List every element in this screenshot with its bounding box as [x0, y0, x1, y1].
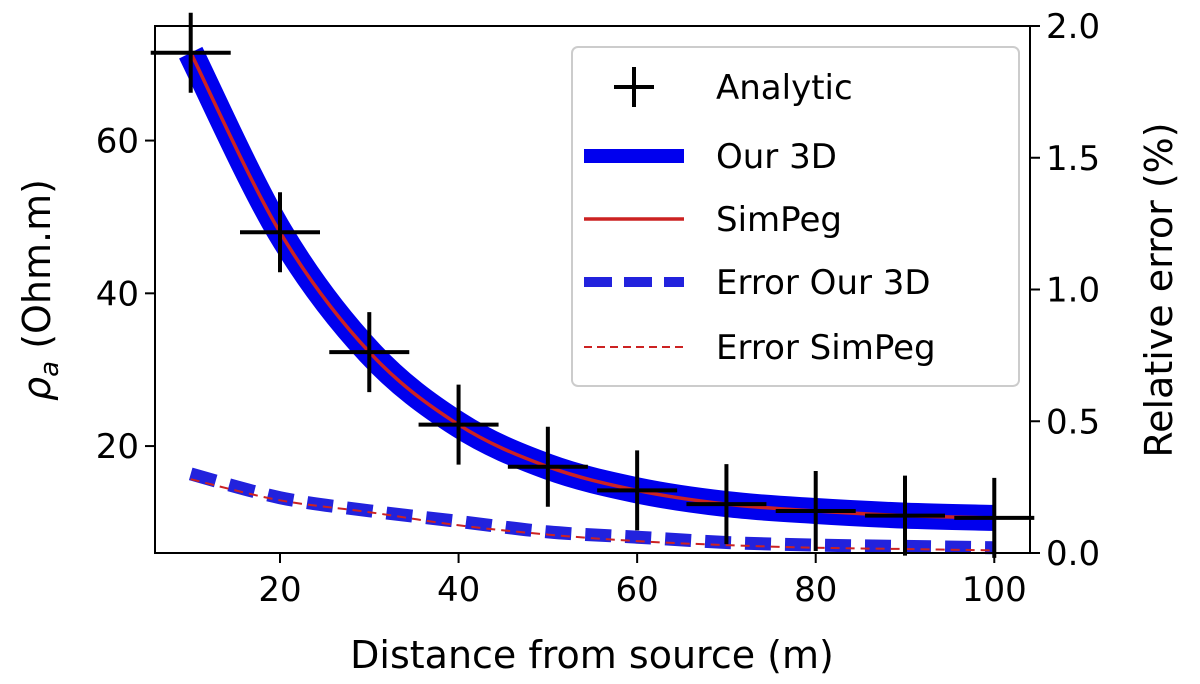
analytic-point: [597, 450, 678, 531]
analytic-point: [418, 384, 499, 465]
y2-tick-label: 1.0: [1046, 271, 1100, 311]
y-tick-label: 20: [96, 427, 139, 467]
y-tick-label: 40: [96, 274, 139, 314]
y-axis-label: ρa (Ohm.m): [15, 179, 65, 401]
analytic-point: [240, 192, 320, 273]
x-tick-label: 40: [437, 570, 480, 610]
legend: Analytic Our 3D SimPeg Error Our 3D Error Si…: [571, 46, 1020, 387]
legend-label: Analytic: [716, 68, 853, 108]
legend-label: Error Our 3D: [716, 263, 931, 303]
legend-item-analytic: Analytic: [614, 67, 853, 108]
legend-label: SimPeg: [716, 200, 842, 240]
series-line-error-our-3d: [189, 467, 995, 555]
y2-axis-label: Relative error (%): [1137, 122, 1181, 457]
analytic-point: [686, 464, 767, 545]
analytic-point: [954, 477, 1035, 558]
analytic-point: [329, 312, 410, 393]
legend-item-error-our-3d: Error Our 3D: [584, 263, 931, 303]
ticks-layer: 20 40 60 80 100 20 40 60 0.0 0.5 1.0 1.5 2.0: [96, 7, 1100, 610]
x-tick-label: 20: [258, 570, 301, 610]
y2-tick-label: 0.0: [1046, 534, 1100, 574]
x-tick-label: 100: [962, 570, 1027, 610]
legend-box: [571, 46, 1020, 387]
x-tick-label: 80: [794, 570, 837, 610]
analytic-point: [865, 475, 945, 556]
y2-tick-label: 0.5: [1046, 402, 1100, 442]
series-line-error-simpeg: [190, 478, 995, 552]
y2-tick-label: 2.0: [1046, 7, 1100, 47]
y2-tick-label: 1.5: [1046, 139, 1100, 179]
x-tick-label: 60: [616, 570, 659, 610]
y-tick-label: 60: [96, 122, 139, 162]
analytic-point: [507, 426, 588, 507]
series-analytic-markers: [150, 12, 1035, 558]
x-axis-label: Distance from source (m): [350, 633, 834, 677]
legend-item-simpeg: SimPeg: [584, 200, 842, 240]
analytic-point: [775, 470, 856, 551]
legend-item-error-simpeg: Error SimPeg: [584, 328, 936, 368]
series-layer: [150, 12, 1035, 558]
legend-item-our-3d: Our 3D: [584, 137, 837, 177]
legend-label: Our 3D: [716, 137, 837, 177]
legend-label: Error SimPeg: [716, 328, 936, 368]
